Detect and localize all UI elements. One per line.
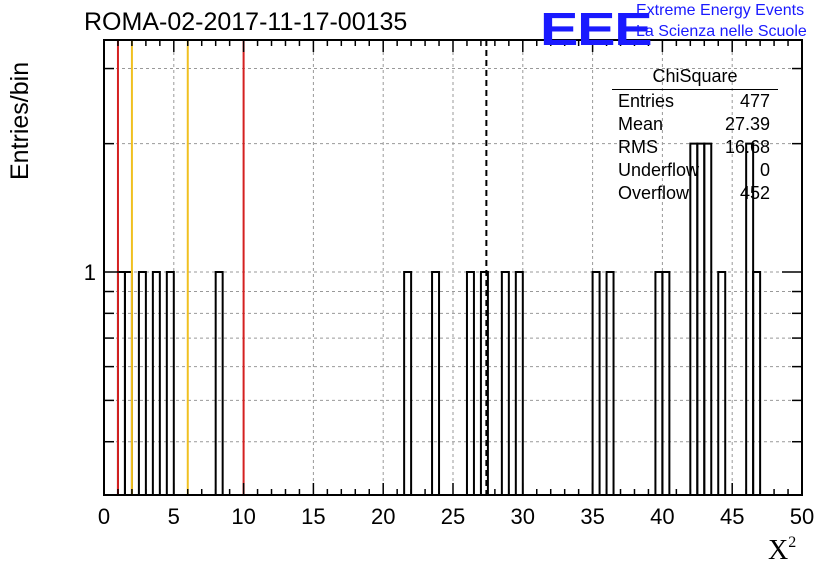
x-tick-label: 30 — [511, 504, 535, 529]
stats-value: 452 — [739, 183, 770, 203]
y-tick-label: 1 — [84, 260, 96, 285]
histogram-bin — [717, 271, 727, 495]
histogram-bin — [165, 271, 175, 495]
stats-row: RMS 16.68 — [612, 137, 778, 160]
histogram-bin — [431, 271, 441, 495]
logo-line-1: Extreme Energy Events — [636, 2, 805, 19]
histogram-bin — [123, 271, 133, 495]
histogram-bin — [605, 271, 615, 495]
stats-label: Underflow — [618, 160, 700, 180]
histogram-bin — [116, 271, 126, 495]
x-tick-label: 15 — [301, 504, 325, 529]
x-tick-label: 35 — [580, 504, 604, 529]
stats-row: Underflow 0 — [612, 160, 778, 183]
x-tick-label: 10 — [231, 504, 255, 529]
histogram-bin — [591, 271, 601, 495]
stats-row: Overflow 452 — [612, 183, 778, 206]
y-axis-label: Entries/bin — [6, 61, 34, 180]
histogram-bin — [514, 271, 524, 495]
histogram-bin — [137, 271, 147, 495]
histogram-bin — [661, 271, 671, 495]
histogram-bin — [479, 271, 489, 495]
histogram-bin — [703, 142, 713, 495]
stats-value: 16.68 — [724, 137, 770, 157]
stats-label: RMS — [618, 137, 658, 157]
x-tick-label: 0 — [98, 504, 110, 529]
x-tick-label: 5 — [168, 504, 180, 529]
stats-label: Overflow — [618, 183, 690, 203]
stats-row: Entries 477 — [612, 91, 778, 114]
histogram-bin — [403, 271, 413, 495]
stats-row: Mean 27.39 — [612, 114, 778, 137]
stats-box: ChiSquare Entries 477 Mean 27.39 RMS 16.68 Und… — [612, 66, 778, 206]
x-tick-label: 25 — [441, 504, 465, 529]
x-axis-label: X2 — [768, 534, 797, 566]
stats-label: Mean — [618, 114, 664, 134]
stats-title: ChiSquare — [612, 66, 778, 90]
chart-title: ROMA-02-2017-11-17-00135 — [84, 8, 408, 36]
histogram-bin — [151, 271, 161, 495]
eee-logo: EEE — [540, 3, 653, 55]
histogram-bin — [752, 271, 762, 495]
x-tick-label: 20 — [371, 504, 395, 529]
stats-label: Entries — [618, 91, 675, 111]
x-tick-label: 50 — [790, 504, 814, 529]
histogram-bin — [500, 271, 510, 495]
stats-value: 477 — [739, 91, 770, 111]
x-tick-label: 40 — [650, 504, 674, 529]
logo-line-2: La Scienza nelle Scuole — [636, 23, 807, 40]
histogram-bin — [214, 271, 224, 495]
x-tick-label: 45 — [720, 504, 744, 529]
histogram-bin — [654, 271, 664, 495]
stats-value: 0 — [759, 160, 770, 180]
stats-value: 27.39 — [724, 114, 770, 134]
histogram-bin — [465, 271, 475, 495]
